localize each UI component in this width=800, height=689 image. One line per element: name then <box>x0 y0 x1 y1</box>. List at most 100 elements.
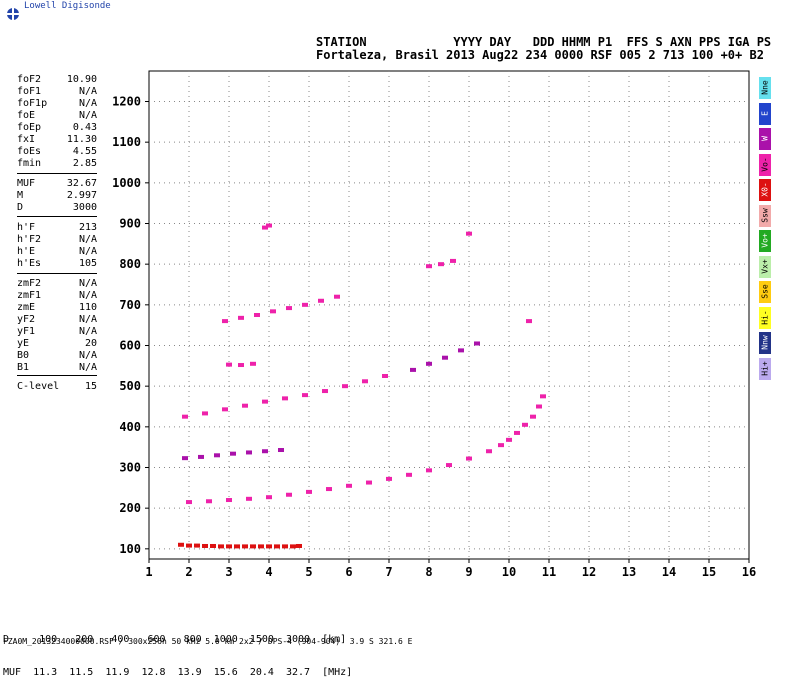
legend-label: Sse <box>760 284 770 299</box>
data-point <box>514 430 520 435</box>
data-point <box>498 443 504 448</box>
data-point <box>234 544 240 549</box>
data-point <box>426 361 432 366</box>
param-row-he: h'E N/A <box>17 246 97 258</box>
data-point <box>182 414 188 419</box>
data-point <box>458 348 464 353</box>
param-value: N/A <box>78 278 97 289</box>
param-row-hf2: h'F2 N/A <box>17 234 97 246</box>
data-point <box>266 544 272 549</box>
data-point <box>522 422 528 427</box>
data-point <box>362 379 368 384</box>
param-row-d: D 3000 <box>17 202 97 214</box>
param-row-zmf2: zmF2 N/A <box>17 278 97 290</box>
data-point <box>450 258 456 263</box>
legend-label: Nne <box>760 80 770 95</box>
data-point <box>466 231 472 236</box>
param-value: N/A <box>78 234 97 245</box>
data-point <box>246 496 252 501</box>
param-row-fmin: fmin 2.85 <box>17 158 97 170</box>
param-value: N/A <box>78 86 97 97</box>
data-point <box>262 399 268 404</box>
data-point <box>258 544 264 549</box>
muf-table-distance-row: D 100 200 400 600 800 1000 1500 3000 [km… <box>3 634 347 645</box>
param-row-fof2: foF2 10.90 <box>17 74 97 86</box>
data-point <box>426 468 432 473</box>
legend-label: W <box>760 136 770 141</box>
param-label: foF2 <box>17 74 42 85</box>
data-point <box>278 448 284 453</box>
param-label: fxI <box>17 134 36 145</box>
param-value: 2.85 <box>72 158 97 169</box>
param-row-hes: h'Es 105 <box>17 258 97 270</box>
legend-swatch-4: X0- <box>759 179 771 201</box>
y-tick-label: 800 <box>119 257 141 271</box>
data-point <box>238 363 244 368</box>
legend-swatch-8: Sse <box>759 281 771 303</box>
data-point <box>382 374 388 378</box>
data-point <box>366 480 372 485</box>
legend-label: X0- <box>760 182 770 197</box>
data-point <box>242 544 248 549</box>
param-value: N/A <box>78 290 97 301</box>
y-tick-label: 500 <box>119 379 141 393</box>
y-tick-label: 1200 <box>112 95 141 109</box>
param-row-ye: yE 20 <box>17 338 97 350</box>
legend-swatch-5: Ssw <box>759 204 771 227</box>
legend-label: E <box>760 110 770 116</box>
legend-label: Hi+ <box>760 360 770 376</box>
x-tick-label: 16 <box>742 565 756 579</box>
legend-swatch-0: Nne <box>759 77 771 99</box>
param-row-foes: foEs 4.55 <box>17 146 97 158</box>
legend-swatch-2: W <box>759 128 771 150</box>
data-point <box>266 495 272 500</box>
y-tick-label: 100 <box>119 542 141 556</box>
data-point <box>536 404 542 409</box>
station-header-labels: STATION YYYY DAY DDD HHMM P1 FFS S AXN P… <box>316 35 772 49</box>
legend-swatch-10: Nnw <box>759 332 771 354</box>
x-tick-label: 4 <box>265 565 272 579</box>
param-value: N/A <box>78 314 97 325</box>
param-separator <box>17 273 97 274</box>
data-point <box>202 411 208 416</box>
param-label: h'F <box>17 222 36 233</box>
param-value: 11.30 <box>66 134 97 145</box>
param-value: N/A <box>78 362 97 373</box>
legend-swatch-9: Hi- <box>759 306 771 329</box>
data-point <box>178 542 184 547</box>
legend-label: Vo+ <box>760 233 770 248</box>
param-label: MUF <box>17 178 36 189</box>
data-point <box>226 362 232 367</box>
data-point <box>530 414 536 419</box>
param-value: 105 <box>78 258 97 269</box>
data-point <box>210 543 216 548</box>
param-value: 15 <box>84 381 97 392</box>
data-point <box>226 544 232 549</box>
data-point <box>526 319 532 324</box>
data-point <box>406 472 412 477</box>
param-row-zmf1: zmF1 N/A <box>17 290 97 302</box>
param-value: 110 <box>78 302 97 313</box>
data-point <box>286 492 292 497</box>
data-point <box>290 544 296 549</box>
param-label: yF2 <box>17 314 36 325</box>
data-point <box>302 393 308 398</box>
param-label: foE <box>17 110 36 121</box>
param-separator <box>17 375 97 376</box>
param-label: foEs <box>17 146 42 157</box>
legend-swatch-6: Vo+ <box>759 230 771 252</box>
param-row-hf: h'F 213 <box>17 222 97 234</box>
param-value: 4.55 <box>72 146 97 157</box>
param-label: zmF1 <box>17 290 42 301</box>
param-label: h'F2 <box>17 234 42 245</box>
param-row-b1: B1 N/A <box>17 362 97 374</box>
station-header-values: Fortaleza, Brasil 2013 Aug22 234 0000 RS… <box>316 48 764 62</box>
data-point <box>246 450 252 455</box>
data-point <box>286 306 292 311</box>
data-point <box>198 454 204 459</box>
param-label: h'E <box>17 246 36 257</box>
data-point <box>194 543 200 548</box>
data-point <box>250 361 256 366</box>
param-label: D <box>17 202 24 213</box>
x-tick-label: 6 <box>345 565 352 579</box>
